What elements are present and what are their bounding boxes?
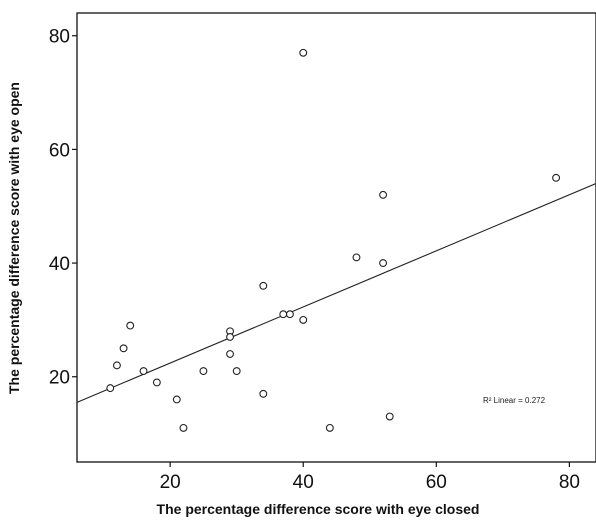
x-axis: 20 40 60 80 (160, 462, 580, 493)
data-point (326, 424, 333, 431)
x-tick-label: 20 (160, 472, 181, 493)
data-point (180, 424, 187, 431)
data-point (227, 351, 234, 358)
y-axis-title: The percentage difference score with eye… (6, 82, 22, 394)
data-point (107, 385, 114, 392)
data-point (233, 368, 240, 375)
data-point (127, 322, 134, 329)
data-points (107, 49, 560, 431)
y-tick-label: 80 (49, 27, 70, 48)
data-point (140, 368, 147, 375)
data-point (380, 260, 387, 267)
y-axis: 20 40 60 80 (49, 27, 77, 389)
data-point (173, 396, 180, 403)
data-point (114, 362, 121, 369)
data-point (353, 254, 360, 261)
regression-line (77, 184, 596, 403)
y-tick-label: 60 (49, 140, 70, 161)
data-point (120, 345, 127, 352)
data-point (380, 191, 387, 198)
x-tick-label: 60 (426, 472, 447, 493)
data-point (200, 368, 207, 375)
data-point (287, 311, 294, 318)
data-point (553, 174, 560, 181)
y-tick-label: 40 (49, 254, 70, 275)
data-point (280, 311, 287, 318)
data-point (300, 49, 307, 56)
plot-frame (77, 13, 596, 462)
r-squared-annotation: R² Linear = 0.272 (483, 396, 546, 405)
data-point (153, 379, 160, 386)
x-tick-label: 40 (293, 472, 314, 493)
data-point (227, 334, 234, 341)
data-point (386, 413, 393, 420)
x-tick-label: 80 (559, 472, 580, 493)
data-point (260, 390, 267, 397)
data-point (300, 317, 307, 324)
y-tick-label: 20 (49, 368, 70, 389)
data-point (260, 282, 267, 289)
x-axis-title: The percentage difference score with eye… (157, 501, 480, 517)
